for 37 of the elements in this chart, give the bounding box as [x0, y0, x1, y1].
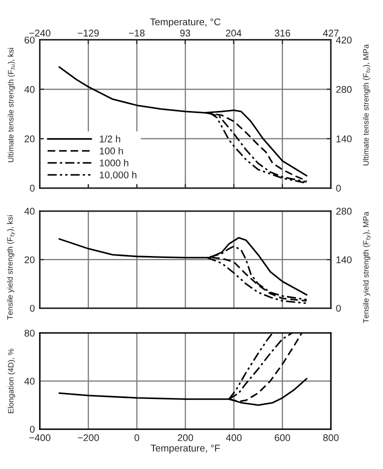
x2-tick-label: 204 — [226, 30, 242, 37]
y2-tick-label: 280 — [336, 86, 352, 93]
y-tick-label: 40 — [24, 86, 35, 93]
x2-tick-label: 93 — [180, 30, 190, 37]
x2-axis-title: Temperature, °C — [150, 18, 220, 28]
y2-tick-label: 0 — [336, 304, 341, 312]
y-tick-label: 80 — [24, 330, 35, 337]
y-tick-label: 60 — [24, 36, 35, 44]
y2-tick-label: 420 — [336, 36, 352, 44]
x-tick-label: 0 — [134, 434, 140, 442]
y2-tick-label: 0 — [336, 184, 341, 192]
y2-tick-label: 140 — [336, 135, 352, 142]
y2-tick-label: 280 — [336, 208, 352, 215]
x-tick-label: 800 — [323, 434, 339, 442]
x-tick-label: 200 — [178, 434, 194, 442]
y-tick-label: 0 — [30, 426, 35, 433]
x-tick-label: −200 — [78, 434, 99, 442]
x-tick-label: −400 — [29, 434, 50, 442]
y-tick-label: 0 — [30, 304, 35, 312]
x2-tick-label: −129 — [78, 30, 99, 37]
y-tick-label: 40 — [24, 378, 35, 385]
legend-label: 10,000 h — [100, 171, 136, 180]
legend-label: 1000 h — [100, 159, 128, 166]
x2-tick-label: 316 — [274, 30, 290, 37]
y-tick-label: 20 — [24, 256, 35, 264]
y-tick-label: 20 — [24, 135, 35, 142]
x-axis-title: Temperature, °F — [150, 444, 220, 454]
y-tick-label: 40 — [24, 208, 35, 215]
y-tick-label: 0 — [30, 184, 35, 192]
legend-label: 1/2 h — [100, 135, 120, 142]
x-tick-label: 400 — [226, 434, 242, 442]
x-tick-label: 600 — [274, 434, 290, 442]
x2-tick-label: −18 — [128, 30, 145, 37]
y2-tick-label: 140 — [336, 256, 352, 264]
x2-tick-label: −240 — [29, 30, 50, 37]
legend-label: 100 h — [100, 147, 123, 154]
x2-tick-label: 427 — [323, 30, 339, 36]
